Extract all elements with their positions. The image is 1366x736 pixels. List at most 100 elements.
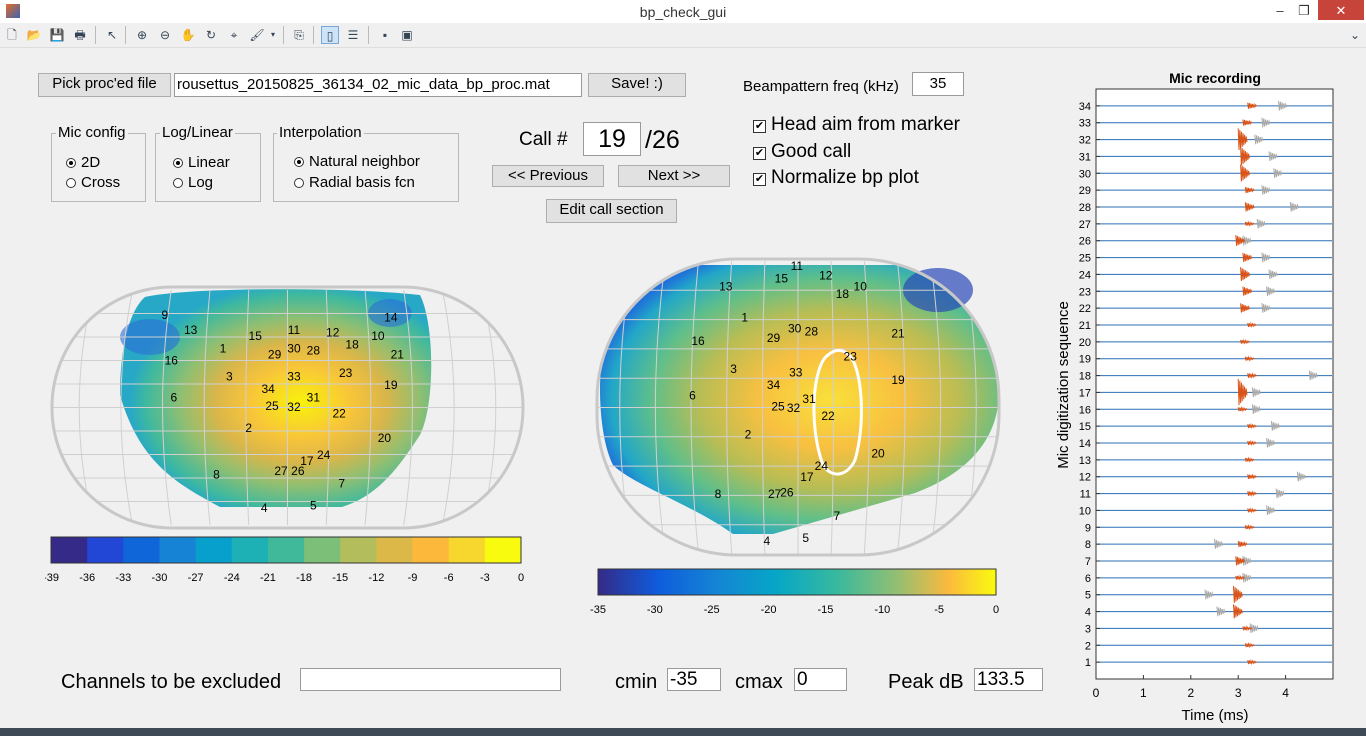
call-signal xyxy=(1242,286,1253,296)
call-signal xyxy=(1244,220,1255,227)
mic-label: 30 xyxy=(788,322,802,336)
y-tick-label: 5 xyxy=(1085,590,1091,602)
mic-label: 29 xyxy=(767,331,781,345)
call-signal xyxy=(1244,186,1255,194)
y-tick-label: 4 xyxy=(1085,607,1091,619)
open-icon[interactable]: 📂 xyxy=(26,28,42,42)
call-signal xyxy=(1244,355,1255,362)
y-tick-label: 10 xyxy=(1079,505,1091,517)
previous-button[interactable]: << Previous xyxy=(492,165,604,187)
restore-button[interactable]: ❐ xyxy=(1298,3,1310,18)
legend-icon[interactable]: ☰ xyxy=(347,28,359,42)
mic-label: 33 xyxy=(789,365,803,379)
echo-signal xyxy=(1256,218,1266,229)
call-signal xyxy=(1244,456,1255,463)
call-signal xyxy=(1240,267,1250,282)
toolbar-separator xyxy=(95,26,96,44)
cmax-label: cmax xyxy=(735,671,783,693)
cmax-input[interactable]: 0 xyxy=(794,668,847,691)
radio-linear[interactable]: Linear xyxy=(173,154,230,171)
colorbar-tick-label: -39 xyxy=(45,572,59,584)
mic-label: 17 xyxy=(300,454,314,468)
pan-icon[interactable]: ✋ xyxy=(180,28,196,42)
excluded-channels-label: Channels to be excluded xyxy=(61,671,282,693)
save-button[interactable]: Save! :) xyxy=(588,73,686,97)
colorbar-tick-label: -36 xyxy=(79,572,95,584)
colorbar-tick-label: -3 xyxy=(480,572,490,584)
mic-label: 7 xyxy=(338,476,345,490)
mic-label: 7 xyxy=(834,509,841,523)
mic-label: 30 xyxy=(287,341,301,355)
y-tick-label: 7 xyxy=(1085,556,1091,568)
chart-title: Mic recording xyxy=(1169,70,1261,86)
y-tick-label: 8 xyxy=(1085,539,1091,551)
zoom-in-icon[interactable]: ⊕ xyxy=(136,28,148,42)
zoom-out-icon[interactable]: ⊖ xyxy=(159,28,171,42)
checkbox-label: Head aim from marker xyxy=(771,114,960,135)
colorbar-tick-label: 0 xyxy=(993,604,999,616)
show-plot-tools-icon[interactable]: ▣ xyxy=(401,28,413,42)
radio-2d[interactable]: 2D xyxy=(66,154,100,171)
call-signal xyxy=(1235,556,1246,566)
bp-freq-input[interactable]: 35 xyxy=(912,72,964,96)
call-signal xyxy=(1233,585,1243,603)
mic-label: 12 xyxy=(326,325,340,339)
close-button[interactable]: ✕ xyxy=(1318,0,1364,20)
colorbar-icon[interactable]: ▯ xyxy=(321,26,339,44)
call-signal xyxy=(1235,574,1245,581)
colorbar-tick-label: -12 xyxy=(368,572,384,584)
mic-label: 10 xyxy=(854,279,868,293)
mic-label: 33 xyxy=(287,369,301,383)
mic-label: 29 xyxy=(268,347,282,361)
y-tick-label: 13 xyxy=(1079,455,1091,467)
dropdown-icon[interactable]: ▾ xyxy=(270,30,275,39)
left-colorbar: -39-36-33-30-27-24-21-18-15-12-9-6-30 xyxy=(45,536,524,584)
radio-cross[interactable]: Cross xyxy=(66,174,120,191)
filename-field[interactable]: rousettus_20150825_36134_02_mic_data_bp_… xyxy=(174,73,582,97)
call-signal xyxy=(1247,321,1257,328)
toolbar-overflow-icon[interactable]: ⌄ xyxy=(1349,28,1361,42)
cmin-input[interactable]: -35 xyxy=(667,668,721,691)
echo-signal xyxy=(1266,286,1276,296)
pick-file-button[interactable]: Pick proc'ed file xyxy=(38,73,171,97)
mic-label: 20 xyxy=(871,446,885,460)
excluded-channels-input[interactable] xyxy=(300,668,561,691)
colorbar-segment xyxy=(267,537,305,563)
normalize-bp-checkbox[interactable]: ✔ Normalize bp plot xyxy=(753,167,919,189)
mic-label: 13 xyxy=(184,323,198,337)
radio-natural-neighbor[interactable]: Natural neighbor xyxy=(294,153,420,170)
radio-label: 2D xyxy=(81,154,101,171)
data-cursor-icon[interactable]: ⌖ xyxy=(230,28,238,42)
minimize-button[interactable]: – xyxy=(1276,3,1284,18)
hide-plot-tools-icon[interactable]: ▪ xyxy=(382,28,388,42)
mic-label: 16 xyxy=(691,334,705,348)
good-call-checkbox[interactable]: ✔ Good call xyxy=(753,141,851,163)
radio-log[interactable]: Log xyxy=(173,174,213,191)
colorbar-tick-label: -33 xyxy=(115,572,131,584)
next-button[interactable]: Next >> xyxy=(618,165,730,187)
call-signal xyxy=(1240,303,1250,313)
brush-icon[interactable]: 🖌 xyxy=(249,28,265,42)
y-tick-label: 28 xyxy=(1079,202,1091,214)
new-icon[interactable]: 🗋 xyxy=(7,28,17,42)
rotate-icon[interactable]: ↻ xyxy=(205,28,217,42)
radio-dot xyxy=(294,157,304,167)
mic-label: 11 xyxy=(288,323,301,337)
radio-radial-basis[interactable]: Radial basis fcn xyxy=(294,174,415,191)
call-number-input[interactable]: 19 xyxy=(583,122,641,156)
mic-label: 12 xyxy=(819,268,833,282)
mic-label: 19 xyxy=(384,378,398,392)
mic-label: 2 xyxy=(245,421,252,435)
head-aim-checkbox[interactable]: ✔ Head aim from marker xyxy=(753,114,960,136)
edit-call-section-button[interactable]: Edit call section xyxy=(546,199,677,223)
print-icon[interactable]: 🖶 xyxy=(74,28,86,42)
y-tick-label: 31 xyxy=(1079,151,1091,163)
pointer-icon[interactable]: ↖ xyxy=(106,28,118,42)
link-plot-icon[interactable]: ⎘ xyxy=(294,28,304,42)
save-icon[interactable]: 💾 xyxy=(49,28,65,42)
mic-label: 27 xyxy=(274,464,288,478)
mic-label: 6 xyxy=(170,390,177,404)
mic-label: 5 xyxy=(802,531,809,545)
